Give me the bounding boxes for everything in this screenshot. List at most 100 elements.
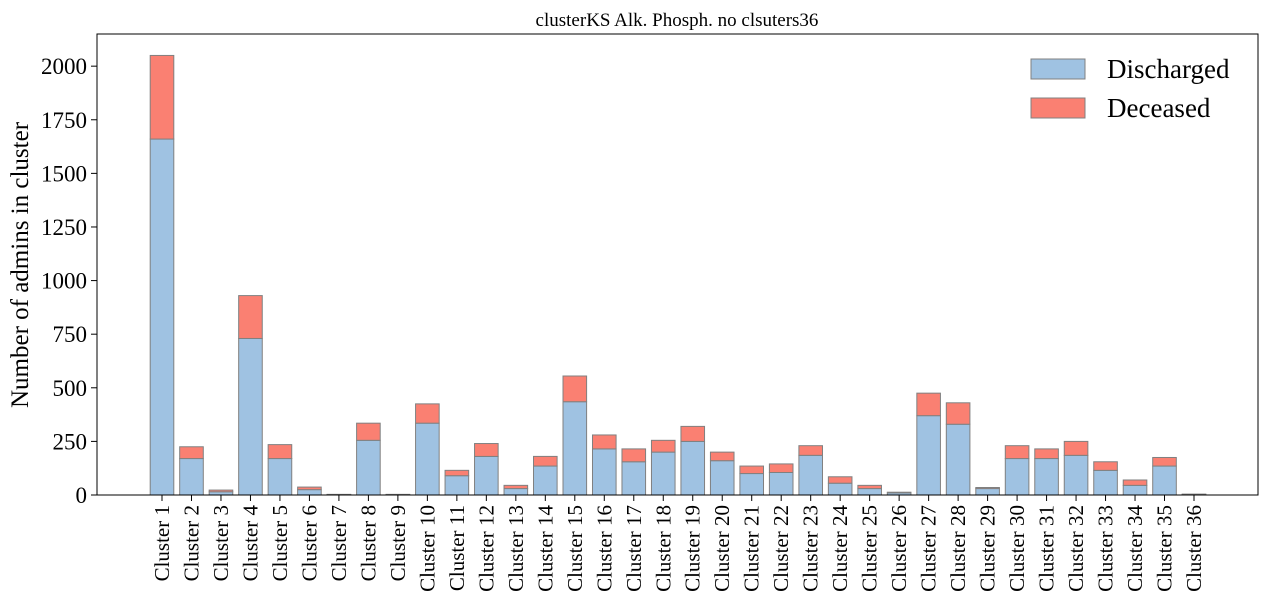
bar-deceased-1	[149, 54, 175, 140]
bar-discharged-33	[1093, 469, 1118, 496]
x-tick-label: Cluster 25	[858, 505, 882, 592]
bar-deceased-24	[827, 476, 853, 484]
bar-deceased-33	[1093, 461, 1118, 471]
bar-deceased-32	[1063, 440, 1089, 456]
bar-deceased-15	[562, 375, 588, 403]
x-tick-label: Cluster 20	[710, 505, 734, 592]
x-tick-label: Cluster 1	[150, 505, 174, 581]
legend-label-discharged: Discharged	[1107, 54, 1230, 84]
y-tick-label: 1000	[41, 269, 87, 294]
x-tick-label: Cluster 5	[268, 505, 292, 581]
bar-deceased-20	[709, 451, 735, 462]
x-tick-label: Cluster 18	[651, 505, 675, 592]
x-tick-label: Cluster 22	[769, 505, 793, 592]
x-tick-label: Cluster 16	[592, 505, 616, 592]
bars-group	[149, 54, 1207, 496]
bar-discharged-17	[621, 461, 647, 496]
bar-discharged-5	[267, 458, 293, 496]
x-tick-label: Cluster 14	[533, 505, 557, 592]
legend-label-deceased: Deceased	[1107, 93, 1211, 123]
x-tick-label: Cluster 28	[946, 505, 970, 592]
bar-discharged-28	[945, 423, 971, 496]
x-tick-label: Cluster 31	[1035, 505, 1059, 592]
x-tick-label: Cluster 35	[1153, 505, 1177, 592]
bar-discharged-18	[650, 451, 676, 496]
y-tick-label: 250	[53, 429, 88, 454]
bar-discharged-30	[1004, 458, 1030, 496]
bar-deceased-27	[916, 392, 941, 417]
y-tick-label: 1250	[41, 215, 87, 240]
bar-discharged-1	[149, 138, 175, 496]
y-tick-label: 0	[76, 483, 88, 508]
y-tick-label: 1500	[41, 161, 87, 186]
bar-deceased-5	[267, 444, 293, 460]
y-tick-label: 2000	[41, 54, 87, 79]
bar-deceased-14	[533, 455, 558, 467]
bar-deceased-34	[1122, 479, 1148, 486]
bar-discharged-32	[1063, 454, 1089, 496]
bar-discharged-29	[975, 488, 1000, 496]
bar-deceased-16	[591, 434, 617, 450]
bar-deceased-6	[297, 486, 322, 491]
bar-deceased-3	[208, 489, 234, 493]
bar-discharged-23	[798, 454, 823, 496]
x-tick-label: Cluster 36	[1182, 505, 1206, 592]
legend-swatch-discharged	[1030, 58, 1086, 80]
bar-discharged-22	[768, 471, 794, 496]
x-tick-label: Cluster 24	[828, 505, 852, 592]
x-tick-label: Cluster 17	[622, 505, 646, 592]
bar-discharged-13	[503, 488, 529, 496]
x-axis-ticks: Cluster 1 Cluster 2 Cluster 3 Cluster 4 Clus…	[150, 495, 1206, 592]
bar-discharged-2	[179, 458, 204, 496]
x-tick-label: Cluster 30	[1005, 505, 1029, 592]
bar-deceased-22	[768, 463, 794, 473]
bar-deceased-10	[415, 403, 440, 424]
legend-swatch-deceased	[1030, 97, 1086, 119]
x-tick-label: Cluster 33	[1094, 505, 1118, 592]
x-tick-label: Cluster 12	[474, 505, 498, 592]
bar-discharged-14	[533, 465, 558, 496]
bar-discharged-35	[1152, 465, 1177, 496]
bar-discharged-4	[238, 337, 263, 496]
bar-discharged-20	[709, 460, 735, 496]
x-tick-label: Cluster 32	[1064, 505, 1088, 592]
x-tick-label: Cluster 7	[327, 505, 351, 581]
x-tick-label: Cluster 9	[386, 505, 410, 581]
y-axis-label: Number of admins in cluster	[7, 121, 34, 408]
bar-discharged-12	[474, 455, 499, 496]
chart-title: clusterKS Alk. Phosph. no clsuters36	[536, 10, 819, 31]
x-tick-label: Cluster 6	[297, 505, 321, 581]
bar-discharged-16	[591, 448, 617, 496]
x-tick-label: Cluster 26	[887, 505, 911, 592]
x-tick-label: Cluster 10	[415, 505, 439, 592]
legend: Discharged Deceased	[1030, 54, 1230, 123]
bar-deceased-4	[238, 295, 263, 339]
bar-discharged-31	[1034, 458, 1059, 496]
bar-discharged-19	[680, 440, 706, 496]
bar-deceased-28	[945, 402, 971, 425]
x-tick-label: Cluster 19	[681, 505, 705, 592]
bar-deceased-17	[621, 448, 647, 463]
bar-discharged-10	[415, 422, 440, 496]
bar-deceased-23	[798, 445, 823, 456]
bar-discharged-8	[356, 439, 381, 496]
bar-deceased-31	[1034, 448, 1059, 460]
bar-deceased-18	[650, 439, 676, 453]
x-tick-label: Cluster 4	[238, 505, 262, 582]
bar-deceased-26	[886, 491, 912, 494]
bar-deceased-29	[975, 487, 1000, 490]
bar-discharged-6	[297, 489, 322, 496]
y-axis-ticks: 0 250 500 750 1000 1250 1500 1750 2000	[41, 54, 97, 508]
plot-frame	[96, 33, 1259, 496]
bar-discharged-34	[1122, 484, 1148, 496]
bar-deceased-8	[356, 422, 381, 441]
y-tick-label: 750	[53, 322, 88, 347]
bar-deceased-25	[857, 484, 882, 490]
x-tick-label: Cluster 23	[799, 505, 823, 592]
bar-discharged-25	[857, 488, 882, 496]
bar-deceased-2	[179, 446, 204, 460]
bar-discharged-27	[916, 415, 941, 496]
x-tick-label: Cluster 8	[356, 505, 380, 581]
y-tick-label: 1750	[41, 108, 87, 133]
